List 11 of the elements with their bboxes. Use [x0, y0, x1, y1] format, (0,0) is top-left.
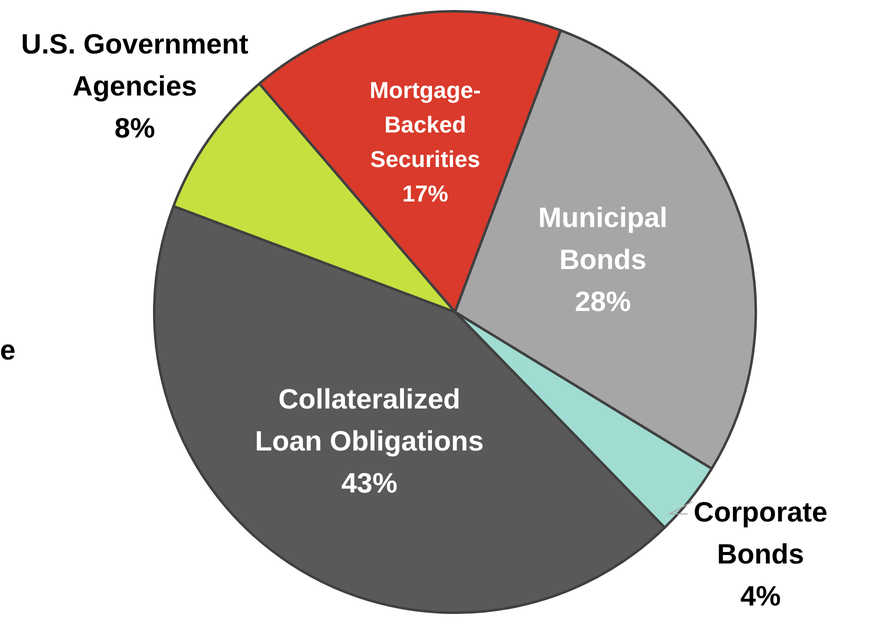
slice-label: Collateralized Loan Obligations: [255, 384, 484, 457]
slice-label: Municipal Bonds: [538, 202, 668, 275]
slice-label: Mortgage- Backed Securities: [370, 76, 481, 172]
data-label: 43%: [341, 468, 398, 499]
slice-label: U.S. Government Agencies: [21, 28, 248, 102]
data-label: 8%: [114, 112, 156, 144]
data-label: 4%: [740, 580, 781, 612]
slice-label: Corporate Bonds: [694, 496, 828, 570]
data-label: 17%: [402, 180, 448, 206]
text: e: [0, 334, 16, 366]
data-label: 28%: [574, 286, 631, 317]
